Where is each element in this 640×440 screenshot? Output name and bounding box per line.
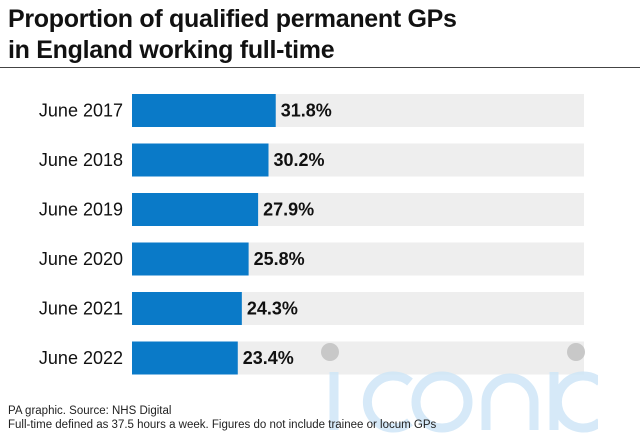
bar xyxy=(132,341,238,375)
bar xyxy=(132,242,249,276)
bar xyxy=(132,94,276,127)
value-label: 23.4% xyxy=(243,348,294,368)
value-label: 30.2% xyxy=(274,150,325,170)
category-label: June 2018 xyxy=(39,150,123,170)
chart-title-line-1: Proportion of qualified permanent GPs xyxy=(8,5,457,33)
bar xyxy=(132,193,259,226)
category-label: June 2021 xyxy=(39,299,123,319)
value-label: 27.9% xyxy=(263,200,314,220)
chart-title-line-2: in England working full-time xyxy=(8,36,335,64)
source-note: PA graphic. Source: NHS Digital xyxy=(8,405,172,417)
value-label: 31.8% xyxy=(281,101,332,121)
category-label: June 2020 xyxy=(39,249,123,269)
category-label: June 2017 xyxy=(39,101,123,121)
bar xyxy=(132,292,242,325)
chart-title: Proportion of qualified permanent GPs in… xyxy=(8,4,628,66)
category-label: June 2019 xyxy=(39,200,123,220)
title-divider xyxy=(0,67,640,68)
definition-note: Full-time defined as 37.5 hours a week. … xyxy=(8,419,437,431)
watermark-logo xyxy=(321,343,598,433)
bar xyxy=(132,143,269,177)
category-label: June 2022 xyxy=(39,348,123,368)
value-label: 25.8% xyxy=(254,249,305,269)
value-label: 24.3% xyxy=(247,299,298,319)
chart-footer: PA graphic. Source: NHS Digital Full-tim… xyxy=(8,404,628,432)
